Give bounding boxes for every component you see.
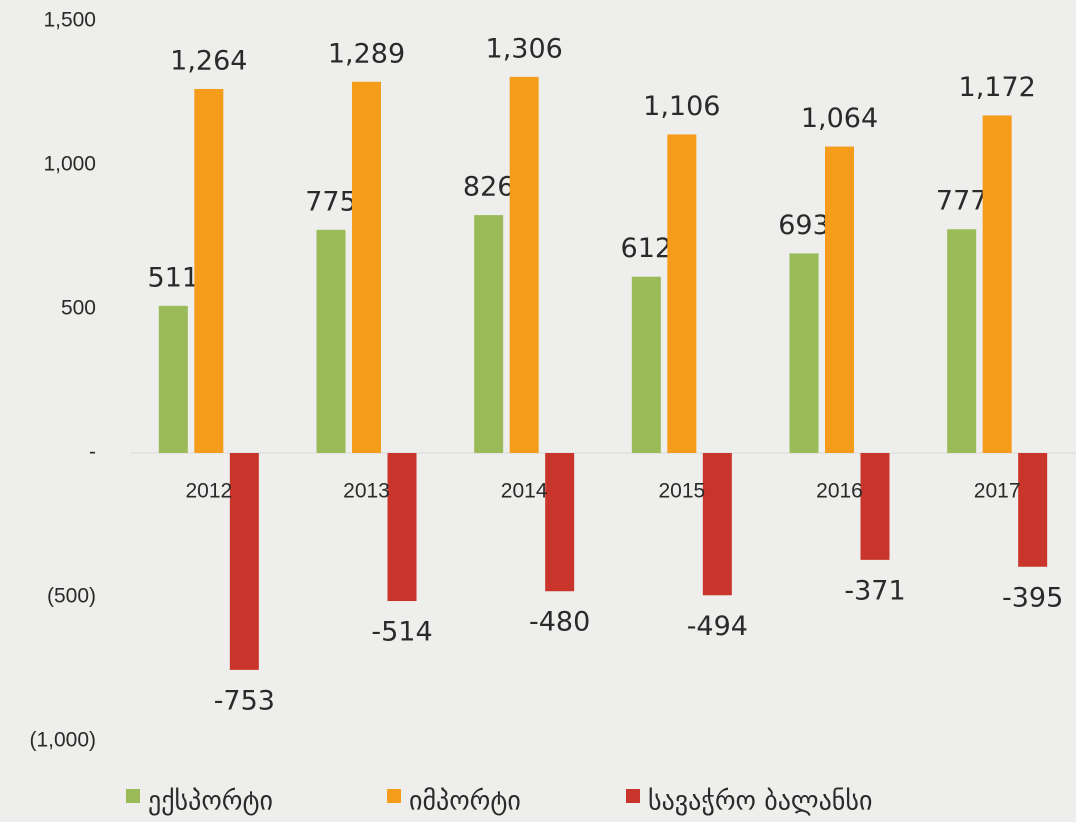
bar <box>667 134 697 454</box>
y-tick-label: - <box>89 441 96 464</box>
bar <box>702 453 732 596</box>
bar <box>947 229 977 453</box>
data-label: 826 <box>463 172 515 203</box>
data-label: 1,289 <box>328 38 405 69</box>
y-tick-label: 1,000 <box>43 153 96 176</box>
y-tick-label: (1,000) <box>29 729 96 752</box>
data-label: -395 <box>1002 582 1063 613</box>
data-label: 1,306 <box>486 33 563 64</box>
data-label: -494 <box>687 611 748 642</box>
legend-label: ექსპორტი <box>148 787 273 817</box>
data-label: -514 <box>371 617 432 648</box>
bar <box>631 276 661 453</box>
bar <box>316 229 346 453</box>
bar <box>825 146 854 453</box>
bar <box>352 81 381 453</box>
x-tick-label: 2017 <box>974 480 1021 503</box>
x-tick-label: 2013 <box>343 480 390 503</box>
data-label: 1,064 <box>801 103 878 134</box>
legend-swatch <box>626 789 640 803</box>
bar <box>982 115 1012 454</box>
data-label: 775 <box>305 186 357 217</box>
data-label: 511 <box>148 262 200 293</box>
legend-swatch <box>387 789 401 803</box>
legend-swatch <box>126 789 140 803</box>
bar <box>158 305 188 453</box>
data-label: -753 <box>214 685 275 716</box>
data-label: 777 <box>936 186 988 217</box>
bar <box>229 453 259 670</box>
bar <box>474 215 504 453</box>
bar <box>789 253 819 453</box>
legend-label: სავაჭრო ბალანსი <box>648 787 872 817</box>
data-label: 612 <box>621 233 673 264</box>
y-tick-label: 500 <box>61 297 96 320</box>
x-tick-label: 2015 <box>658 480 705 503</box>
data-label: 1,264 <box>170 45 247 76</box>
bar <box>1018 453 1048 567</box>
bar <box>860 453 890 560</box>
bar <box>387 453 417 602</box>
data-label: 1,172 <box>959 72 1036 103</box>
data-label: 1,106 <box>643 91 720 122</box>
x-tick-label: 2012 <box>185 480 232 503</box>
bar <box>509 76 539 453</box>
bar <box>545 453 575 592</box>
data-label: -480 <box>529 607 590 638</box>
x-tick-label: 2016 <box>816 480 863 503</box>
data-label: 693 <box>778 210 830 241</box>
bar <box>194 88 224 453</box>
y-tick-label: (500) <box>47 585 96 608</box>
x-tick-label: 2014 <box>501 480 548 503</box>
data-label: -371 <box>844 575 905 606</box>
legend-label: იმპორტი <box>409 787 521 817</box>
y-tick-label: 1,500 <box>43 9 96 32</box>
